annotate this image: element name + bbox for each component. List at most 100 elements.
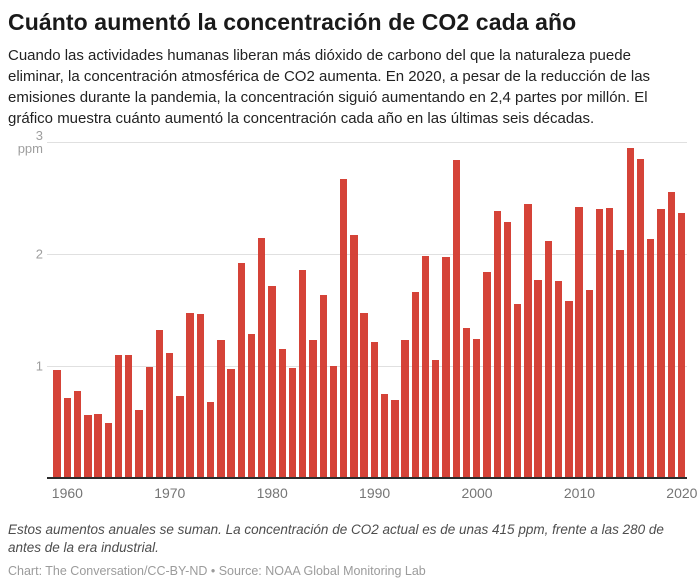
bar-1985[interactable] xyxy=(319,295,327,478)
bar-2019[interactable] xyxy=(667,192,675,478)
bar-slot-2009 xyxy=(564,142,574,478)
x-tick-label-1980: 1980 xyxy=(256,485,288,501)
bar-1963[interactable] xyxy=(94,414,102,478)
bar-slot-1985 xyxy=(318,142,328,478)
bar-slot-2010 xyxy=(574,142,584,478)
bar-2004[interactable] xyxy=(513,304,522,478)
bar-slot-2020 xyxy=(676,142,686,478)
bar-slot-1969 xyxy=(154,142,164,478)
bar-slot-2012 xyxy=(594,142,604,478)
bar-1971[interactable] xyxy=(176,396,184,478)
bar-1966[interactable] xyxy=(125,354,133,478)
bar-slot-2003 xyxy=(502,142,512,478)
bar-1992[interactable] xyxy=(391,399,399,478)
x-tick-label-2000: 2000 xyxy=(461,485,493,501)
bar-1988[interactable] xyxy=(350,234,358,478)
bar-1986[interactable] xyxy=(329,366,338,478)
bar-slot-1961 xyxy=(72,142,82,478)
bar-slot-1973 xyxy=(195,142,205,478)
bar-2003[interactable] xyxy=(503,221,512,478)
bar-1995[interactable] xyxy=(421,256,430,478)
bar-1970[interactable] xyxy=(166,352,174,478)
bar-2015[interactable] xyxy=(626,147,634,478)
bar-1974[interactable] xyxy=(206,401,215,478)
bar-2013[interactable] xyxy=(606,208,614,478)
bar-1967[interactable] xyxy=(135,409,143,478)
bar-2009[interactable] xyxy=(565,301,573,478)
bar-1960[interactable] xyxy=(63,398,72,478)
bar-1999[interactable] xyxy=(462,327,471,478)
bar-slot-2011 xyxy=(584,142,594,478)
bar-slot-1998 xyxy=(451,142,461,478)
bar-2016[interactable] xyxy=(636,158,645,478)
bar-slot-2006 xyxy=(533,142,543,478)
bar-1996[interactable] xyxy=(432,360,440,478)
bar-1982[interactable] xyxy=(288,368,297,478)
bar-2000[interactable] xyxy=(473,339,481,478)
bar-slot-1978 xyxy=(246,142,256,478)
footnote: Estos aumentos anuales se suman. La conc… xyxy=(8,522,664,555)
bar-1990[interactable] xyxy=(370,342,379,478)
bar-1968[interactable] xyxy=(145,367,153,478)
bar-2008[interactable] xyxy=(554,280,563,478)
bar-2006[interactable] xyxy=(534,279,542,478)
bar-1964[interactable] xyxy=(104,423,112,478)
bar-slot-2017 xyxy=(646,142,656,478)
plot-area: 3 ppm 2 1 1960 1970 1980 1990 2000 2010 2020 xyxy=(18,129,698,501)
bar-1972[interactable] xyxy=(186,313,194,478)
bar-1991[interactable] xyxy=(380,394,389,478)
bar-2005[interactable] xyxy=(524,203,532,478)
bar-slot-2019 xyxy=(666,142,676,478)
bar-1979[interactable] xyxy=(258,238,266,478)
bar-1983[interactable] xyxy=(299,269,307,478)
bar-slot-1999 xyxy=(461,142,471,478)
bar-2014[interactable] xyxy=(616,249,624,478)
bar-1984[interactable] xyxy=(309,340,317,478)
gridline-3 xyxy=(47,142,687,143)
bar-1978[interactable] xyxy=(247,333,256,478)
bar-2001[interactable] xyxy=(483,271,491,478)
bar-1975[interactable] xyxy=(217,340,225,478)
bar-1969[interactable] xyxy=(155,330,164,478)
bar-slot-1981 xyxy=(277,142,287,478)
bar-slot-1993 xyxy=(400,142,410,478)
bar-slot-1976 xyxy=(226,142,236,478)
bar-2010[interactable] xyxy=(575,206,583,478)
bar-2020[interactable] xyxy=(677,212,686,478)
bar-1959[interactable] xyxy=(53,370,61,478)
bar-1977[interactable] xyxy=(237,262,246,478)
bar-slot-1965 xyxy=(113,142,123,478)
bar-2017[interactable] xyxy=(647,239,655,478)
bar-1993[interactable] xyxy=(401,340,409,478)
bar-slot-2007 xyxy=(543,142,553,478)
bar-2012[interactable] xyxy=(595,209,604,478)
bar-2007[interactable] xyxy=(544,240,553,478)
bar-slot-1974 xyxy=(206,142,216,478)
bar-1973[interactable] xyxy=(196,314,205,478)
bar-1976[interactable] xyxy=(227,369,235,478)
bar-1961[interactable] xyxy=(73,390,82,478)
bar-1962[interactable] xyxy=(84,415,92,478)
bar-1989[interactable] xyxy=(360,313,368,478)
x-axis-baseline xyxy=(47,477,687,479)
bars-layer: 1960 1970 1980 1990 2000 2010 2020 xyxy=(47,142,697,501)
bar-slot-2013 xyxy=(605,142,615,478)
bars-container: 1960 1970 1980 1990 2000 2010 2020 xyxy=(52,142,697,501)
bar-1998[interactable] xyxy=(452,159,460,478)
bar-2002[interactable] xyxy=(493,211,501,478)
bar-slot-1987 xyxy=(339,142,349,478)
bar-slot-1990 xyxy=(369,142,379,478)
bar-1965[interactable] xyxy=(114,354,123,478)
bar-2018[interactable] xyxy=(657,209,665,478)
bar-slot-2015 xyxy=(625,142,635,478)
bar-2011[interactable] xyxy=(585,289,593,478)
bar-1994[interactable] xyxy=(411,292,419,478)
bar-1987[interactable] xyxy=(340,178,348,478)
bar-1997[interactable] xyxy=(442,257,450,478)
bar-slot-1994 xyxy=(410,142,420,478)
bar-1981[interactable] xyxy=(278,349,286,478)
bar-slot-2002 xyxy=(492,142,502,478)
bar-1980[interactable] xyxy=(268,286,276,478)
bar-slot-1960 xyxy=(62,142,72,478)
